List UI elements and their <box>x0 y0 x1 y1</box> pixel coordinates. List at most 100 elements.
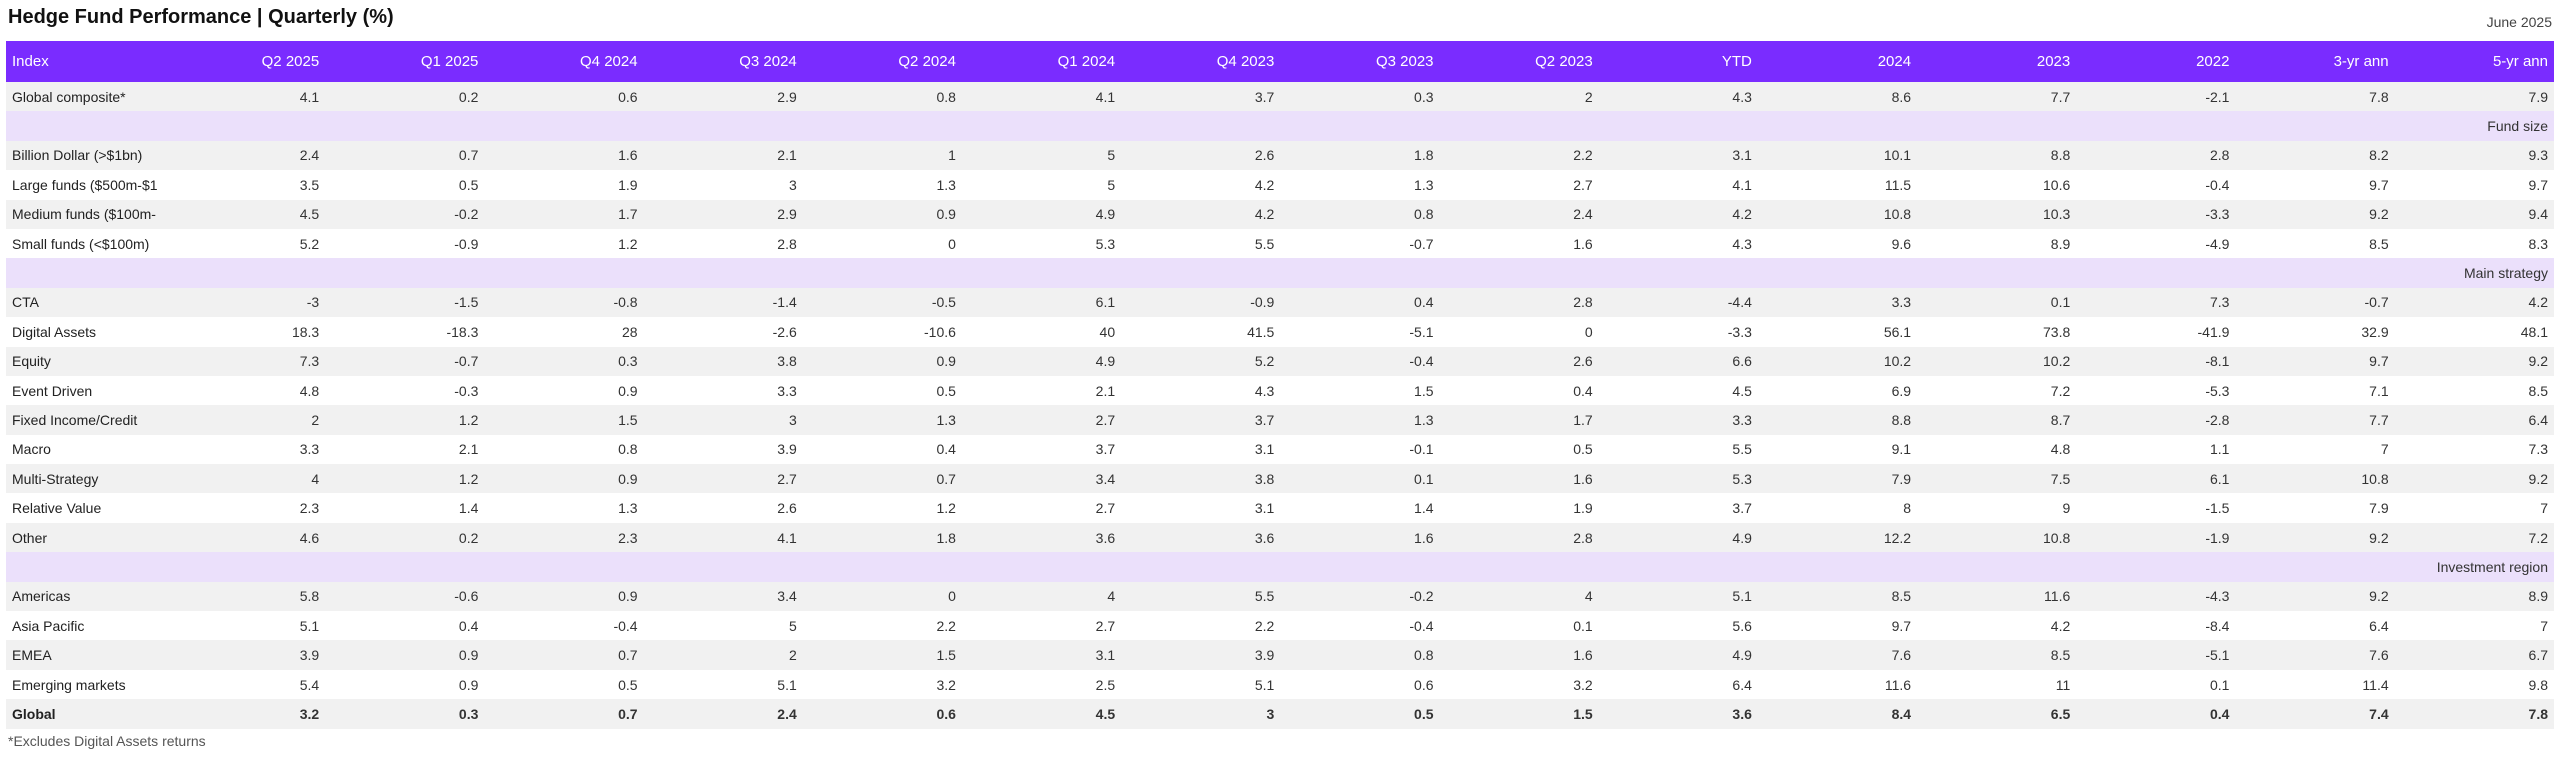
table-cell: 3.4 <box>643 581 803 612</box>
table-cell: 2.4 <box>1439 199 1599 229</box>
table-cell: 6.9 <box>1757 375 1918 406</box>
table-cell: 3.3 <box>1598 405 1758 435</box>
table-cell: 5.1 <box>166 611 326 641</box>
table-cell: -18.3 <box>325 317 485 347</box>
table-cell: 1.5 <box>484 405 644 435</box>
table-cell: 5.1 <box>1121 669 1281 700</box>
table-cell: -1.9 <box>2076 522 2236 553</box>
table-cell: 9.3 <box>2394 140 2554 171</box>
table-cell: 0.5 <box>1439 434 1599 465</box>
table-cell: 8 <box>1757 493 1918 523</box>
table-cell: 0 <box>802 228 962 259</box>
table-cell: 4.8 <box>166 375 326 406</box>
table-cell: 3.3 <box>166 434 326 465</box>
table-cell: 8.5 <box>2235 228 2395 259</box>
table-cell: 0.1 <box>1917 287 2077 318</box>
table-cell: 4.8 <box>1917 434 2077 465</box>
table-cell: -5.1 <box>1280 317 1440 347</box>
row-label: EMEA <box>6 640 166 670</box>
table-cell: -0.4 <box>1280 346 1440 376</box>
table-cell: 0.4 <box>1280 287 1440 318</box>
table-cell: 2.1 <box>961 375 1122 406</box>
table-row: Americas 5.8 -0.6 0.9 3.4 0 4 5.5 -0.2 4 5.1 8.5 11.… <box>6 581 2554 612</box>
table-cell: 1.3 <box>802 405 962 435</box>
table-cell: 48.1 <box>2394 317 2554 347</box>
table-cell: 7.2 <box>2394 522 2554 553</box>
section-row: Fund size <box>6 111 2554 141</box>
table-cell: 8.4 <box>1757 699 1918 729</box>
table-cell: -0.9 <box>325 228 485 259</box>
table-cell: 7 <box>2394 493 2554 523</box>
table-cell: -0.4 <box>2076 170 2236 200</box>
header-row: Hedge Fund Performance | Quarterly (%) J… <box>8 0 2552 40</box>
table-cell: 8.8 <box>1757 405 1918 435</box>
table-cell: 2.7 <box>961 405 1122 435</box>
table-cell: 9.2 <box>2235 522 2395 553</box>
table-row: Small funds (<$100m) 5.2 -0.9 1.2 2.8 0 5.3 5.5… <box>6 228 2554 259</box>
table-cell: 9.2 <box>2235 199 2395 229</box>
table-cell: 0.3 <box>484 346 644 376</box>
table-cell: 6.4 <box>1598 669 1758 700</box>
table-cell: 3.7 <box>1598 493 1758 523</box>
table-cell: 2.3 <box>484 522 644 553</box>
page-title: Hedge Fund Performance | Quarterly (%) <box>8 6 394 28</box>
table-cell: -0.6 <box>325 581 485 612</box>
table-cell: 2.2 <box>1121 611 1281 641</box>
table-cell: 3.2 <box>166 699 326 729</box>
table-cell: 7.4 <box>2235 699 2395 729</box>
table-cell: 4.2 <box>1121 199 1281 229</box>
table-cell: 4.3 <box>1598 82 1758 112</box>
table-cell: 0.7 <box>484 640 644 670</box>
row-label: Digital Assets <box>6 317 166 347</box>
table-row: Medium funds ($100m- 4.5 -0.2 1.7 2.9 0.9 4.9 4… <box>6 199 2554 229</box>
table-cell: 12.2 <box>1757 522 1918 553</box>
table-cell: 2.5 <box>961 669 1122 700</box>
table-cell: 2.7 <box>1439 170 1599 200</box>
row-label: Small funds (<$100m) <box>6 228 166 259</box>
table-cell: 41.5 <box>1121 317 1281 347</box>
table-cell: 4.2 <box>1917 611 2077 641</box>
table-cell: 0.9 <box>484 464 644 494</box>
row-label: Multi-Strategy <box>6 464 166 494</box>
table-cell: 2.9 <box>643 82 803 112</box>
table-cell: 73.8 <box>1917 317 2077 347</box>
table-cell: 3.6 <box>1121 522 1281 553</box>
table-cell: 0.1 <box>2076 669 2236 700</box>
table-cell: -0.5 <box>802 287 962 318</box>
column-header: 3-yr ann <box>2235 41 2395 82</box>
table-cell: 40 <box>961 317 1122 347</box>
table-cell: 2.8 <box>1439 287 1599 318</box>
table-cell: 4 <box>166 464 326 494</box>
row-label: Global <box>6 699 166 729</box>
table-row: Relative Value 2.3 1.4 1.3 2.6 1.2 2.7 3.1 1.4 1.… <box>6 493 2554 523</box>
column-header: Q2 2024 <box>802 41 962 82</box>
table-cell: 2.9 <box>643 199 803 229</box>
table-cell: 4.9 <box>1598 522 1758 553</box>
column-header: YTD <box>1598 41 1758 82</box>
table-cell: 9.1 <box>1757 434 1918 465</box>
table-cell: -0.1 <box>1280 434 1440 465</box>
table-cell: 7.3 <box>2076 287 2236 318</box>
table-cell: 1.5 <box>1439 699 1599 729</box>
table-cell: 9.7 <box>2394 170 2554 200</box>
table-cell: 6.1 <box>2076 464 2236 494</box>
table-cell: 5.2 <box>1121 346 1281 376</box>
section-label: Fund size <box>6 111 2554 141</box>
table-cell: 0.8 <box>802 82 962 112</box>
table-cell: 9 <box>1917 493 2077 523</box>
table-cell: 2 <box>1439 82 1599 112</box>
table-cell: 0.4 <box>2076 699 2236 729</box>
table-cell: 5.2 <box>166 228 326 259</box>
table-cell: 0.3 <box>1280 82 1440 112</box>
table-cell: 0.8 <box>1280 199 1440 229</box>
column-header: Q1 2025 <box>325 41 485 82</box>
table-cell: 3.9 <box>166 640 326 670</box>
table-cell: 11 <box>1917 669 2077 700</box>
table-cell: 5.4 <box>166 669 326 700</box>
table-cell: 1.5 <box>1280 375 1440 406</box>
table-row: Other 4.6 0.2 2.3 4.1 1.8 3.6 3.6 1.6 2.8 4.9 12.2 1… <box>6 522 2554 553</box>
table-cell: 0.4 <box>1439 375 1599 406</box>
table-cell: 10.2 <box>1757 346 1918 376</box>
table-cell: 2.8 <box>1439 522 1599 553</box>
column-header: 2023 <box>1917 41 2077 82</box>
